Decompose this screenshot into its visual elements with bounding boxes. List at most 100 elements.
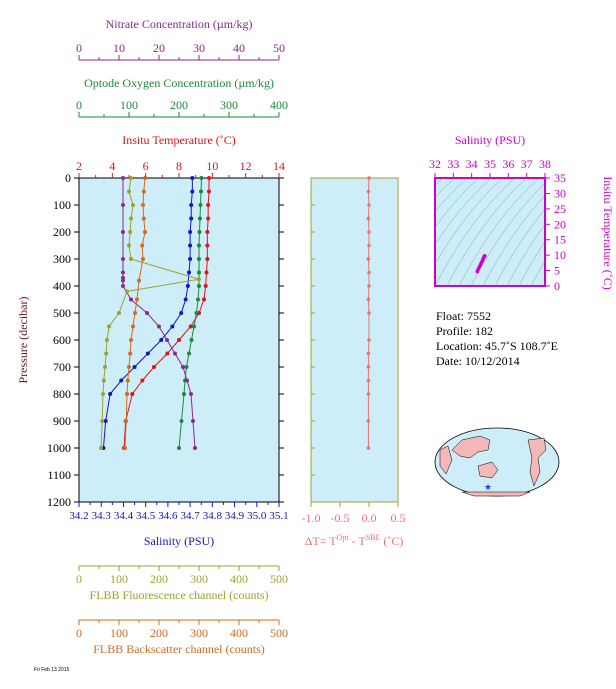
salinity-point [187,270,191,275]
salinity-tick-label: 35.0 [247,510,267,522]
oxygen-point [187,351,191,356]
fluorescence-point [127,189,131,194]
pressure-tick-label: 900 [53,414,71,428]
oxygen-tick-label: 0 [76,98,82,112]
backscatter-point [123,446,127,450]
delta-point [367,243,371,248]
oxygen-axis: Optode Oxygen Concentration (µm/kg) 0 100… [76,76,288,118]
delta-tick-label: 0.5 [391,511,406,525]
temperature-axis-label: Insitu Temperature (˚C) [122,133,236,147]
nitrate-point [165,338,169,342]
backscatter-point [125,392,129,396]
delta-point [366,378,371,383]
salinity-tick-label: 34.5 [136,510,156,522]
nitrate-tick-label: 20 [153,41,165,55]
pressure-tick-label: 200 [53,225,71,239]
nitrate-point [191,419,195,423]
nitrate-point [189,392,193,396]
oxygen-point [197,257,201,261]
pressure-tick-label: 600 [53,333,71,347]
backscatter-point [129,338,133,342]
nitrate-point [145,311,149,315]
ts-salinity-tick-label: 38 [539,157,551,171]
pressure-tick-label: 0 [65,171,71,185]
delta-point [366,216,371,221]
temperature-tick-label: 6 [143,159,149,173]
ts-isopycnal-line [530,260,545,286]
info-date: Date: 10/12/2014 [436,354,520,368]
fluorescence-point [117,311,121,315]
salinity-point [145,351,150,356]
ts-salinity-tick-label: 33 [447,157,459,171]
pressure-tick-label: 300 [53,252,71,266]
delta-point [367,176,371,180]
delta-point [367,203,371,207]
ts-temperature-tick-label: 30 [554,186,566,200]
info-location: Location: 45.7˚S 108.7˚E [436,339,558,353]
pressure-tick-label: 1000 [47,441,71,455]
oxygen-point [198,216,202,221]
salinity-point [185,284,190,288]
fluorescence-tick-label: 500 [270,572,288,586]
ts-temperature-tick-label: 0 [554,279,560,293]
nitrate-tick-label: 0 [76,41,82,55]
fluorescence-point [99,446,103,450]
fluorescence-tick-label: 200 [150,572,168,586]
float-location-marker: ★ [484,482,492,492]
profile-series [99,176,211,450]
fluorescence-point [107,324,111,329]
nitrate-point [121,270,125,275]
ts-top-axis-label: Salinity (PSU) [455,133,525,147]
fluorescence-point [127,243,131,248]
map-land-americas [527,437,547,487]
nitrate-point [185,378,189,383]
temperature-tick-label: 4 [109,159,115,173]
fluorescence-point [125,289,129,294]
delta-point [366,392,371,396]
nitrate-point [181,365,185,369]
backscatter-point [125,378,130,383]
nitrate-axis: Nitrate Concentration (µm/kg) 0 10 20 30 40 5… [76,17,285,61]
salinity-point [188,230,193,234]
salinity-point [189,203,194,207]
fluorescence-point [128,230,133,234]
ts-temperature-tick-label: 15 [554,233,566,247]
ts-isopycnal-line [518,241,545,286]
pressure-tick-label: 1100 [47,468,71,482]
temperature-tick-label: 14 [273,159,285,173]
delta-point [366,419,371,423]
temperature-tick-label: 8 [176,159,182,173]
nitrate-point [129,297,133,302]
delta-point [366,365,371,369]
oxygen-point [199,189,203,194]
temperature-point [188,324,193,329]
backscatter-point [131,324,135,329]
ts-isopycnal-line [435,178,456,199]
oxygen-tick-label: 100 [120,98,138,112]
backscatter-point [135,297,139,302]
nitrate-tick-label: 40 [233,41,245,55]
backscatter-series-line [124,177,146,449]
pressure-tick-label: 400 [53,279,71,293]
fluorescence-tick-label: 0 [76,572,82,586]
temperature-point [205,257,210,261]
salinity-point [170,324,175,329]
ts-panel-bg [434,177,546,287]
salinity-point [188,243,193,248]
fluorescence-tick-label: 100 [110,572,128,586]
oxygen-point [184,365,189,369]
temperature-tick-label: 2 [76,159,82,173]
backscatter-point [127,365,131,369]
backscatter-point [124,419,129,423]
oxygen-tick-label: 300 [220,98,238,112]
delta-tick-label: 0.0 [362,511,377,525]
temperature-point [206,216,211,221]
pressure-tick-label: 500 [53,306,71,320]
fluorescence-point [131,203,135,207]
oxygen-point [197,270,201,275]
ts-isopycnal-line [482,195,545,286]
profile-panel: 0 100 200 300 400 500 600 700 800 900 1000 1100 1200… [16,171,284,509]
oxygen-point [177,446,181,450]
backscatter-point [141,203,145,207]
temperature-point [206,203,211,207]
